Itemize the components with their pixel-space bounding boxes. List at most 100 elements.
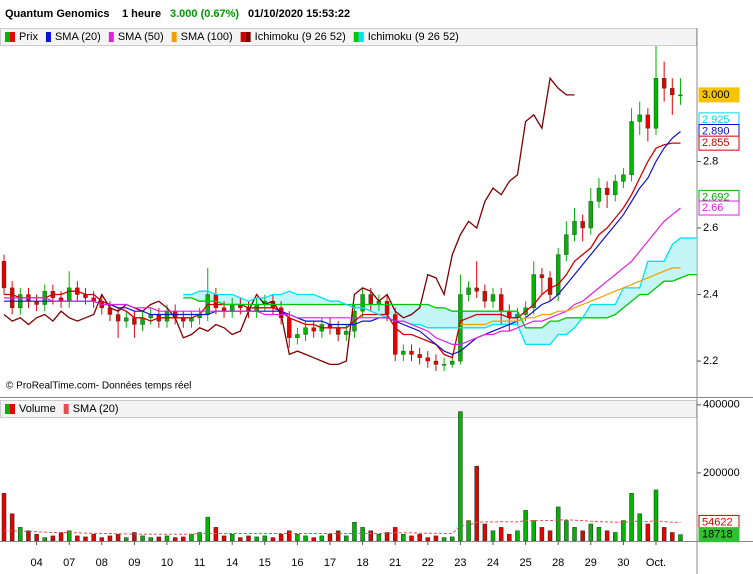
x-tick-label: 04 xyxy=(30,557,42,569)
candle-body xyxy=(164,310,170,322)
value-tag-label: 2.855 xyxy=(702,137,730,149)
volume-bar xyxy=(629,493,634,541)
volume-bar xyxy=(311,537,316,541)
credit: © ProRealTime.com- Données temps réel xyxy=(6,381,191,392)
candle-body xyxy=(547,277,553,295)
candle-body xyxy=(295,334,300,338)
volume-bar xyxy=(392,527,398,541)
x-tick-label: 11 xyxy=(194,557,205,569)
volume-bar xyxy=(327,533,333,541)
x-tick-label: 21 xyxy=(389,557,401,569)
candle-body xyxy=(556,254,561,295)
change: 3.000 (0.67%) xyxy=(170,8,239,20)
volume-bar xyxy=(115,533,121,541)
x-tick-label: 25 xyxy=(519,557,531,569)
candle-body xyxy=(115,314,121,322)
value-tag xyxy=(698,200,740,216)
candle-body xyxy=(580,221,585,229)
period: 1 heure xyxy=(122,8,161,20)
x-tick-label: 29 xyxy=(585,557,597,569)
candle-body xyxy=(637,114,642,122)
volume-bar xyxy=(26,530,31,541)
x-tick-label: 28 xyxy=(552,557,564,569)
volume-bar xyxy=(107,535,113,541)
x-tick-label: 16 xyxy=(291,557,303,569)
volume-bar xyxy=(287,530,292,541)
candle-body xyxy=(645,114,651,129)
volume-bar xyxy=(58,532,64,541)
volume-bar xyxy=(507,533,512,541)
legend-icon xyxy=(353,32,359,42)
candle-body xyxy=(653,78,659,129)
value-tag-label: 2.890 xyxy=(702,125,730,137)
legend-icon xyxy=(10,404,15,414)
legend-icon xyxy=(5,32,10,42)
volume-bar xyxy=(515,530,520,541)
sma-line xyxy=(4,131,681,356)
candle-body xyxy=(474,287,479,292)
volume-bar xyxy=(238,537,243,541)
value-tag-label: 54622 xyxy=(702,516,733,528)
value-tag-label: 2.692 xyxy=(702,191,730,203)
candle-body xyxy=(368,294,373,305)
candle-body xyxy=(531,274,536,309)
chart-title: Quantum Genomics xyxy=(5,8,110,20)
legend-icon xyxy=(5,404,10,414)
volume-bar xyxy=(531,520,536,541)
ichimoku-line xyxy=(3,76,575,366)
volume-bar xyxy=(482,523,488,541)
volume-bar xyxy=(466,520,471,541)
volume-bar xyxy=(9,513,15,541)
volume-bar xyxy=(213,527,219,541)
candle-body xyxy=(621,174,626,182)
x-tick-label: 17 xyxy=(324,557,336,569)
volume-bar xyxy=(547,530,553,541)
volume-bar xyxy=(278,533,284,541)
volume-bar xyxy=(523,510,528,541)
volume-bar xyxy=(18,527,23,541)
volume-bar xyxy=(670,532,675,541)
candle-body xyxy=(596,187,602,202)
volume-y-tick-label: 400000 xyxy=(703,399,740,411)
candle-body xyxy=(482,291,488,302)
volume-bar xyxy=(164,535,170,541)
candle-body xyxy=(498,294,504,312)
value-tag xyxy=(698,87,740,103)
volume-sma-line xyxy=(4,519,681,535)
legend-icon xyxy=(245,32,251,42)
volume-bar xyxy=(229,533,235,541)
volume-bar xyxy=(360,527,365,541)
legend-icon xyxy=(358,32,364,42)
ichimoku-line xyxy=(183,237,697,346)
volume-bar xyxy=(319,535,325,541)
y-tick-label: 2.6 xyxy=(703,222,718,234)
volume-bar xyxy=(490,530,496,541)
candle-body xyxy=(450,360,455,365)
candle-body xyxy=(417,354,422,358)
candle-body xyxy=(564,234,569,255)
value-tag-label: 18718 xyxy=(702,529,733,541)
volume-bar xyxy=(433,535,439,541)
candle-body xyxy=(66,287,72,302)
candle-body xyxy=(613,181,618,195)
legend-label: Volume xyxy=(19,403,56,415)
volume-bar xyxy=(91,533,96,541)
legend-icon xyxy=(108,32,114,42)
candle-body xyxy=(433,360,439,365)
volume-bar xyxy=(262,535,268,541)
sma-line xyxy=(460,267,681,326)
value-tag xyxy=(698,527,740,543)
legend-label: Ichimoku (9 26 52) xyxy=(255,31,346,43)
candle-body xyxy=(588,201,593,229)
volume-bar xyxy=(653,489,659,541)
candle-body xyxy=(678,94,683,97)
legend-icon xyxy=(63,404,69,414)
candle-body xyxy=(425,357,430,362)
candle-body xyxy=(629,121,634,175)
volume-bar xyxy=(303,535,308,541)
volume-bar xyxy=(572,527,577,541)
volume-bar xyxy=(539,527,545,541)
volume-bar xyxy=(425,537,431,541)
candle-body xyxy=(670,88,675,96)
